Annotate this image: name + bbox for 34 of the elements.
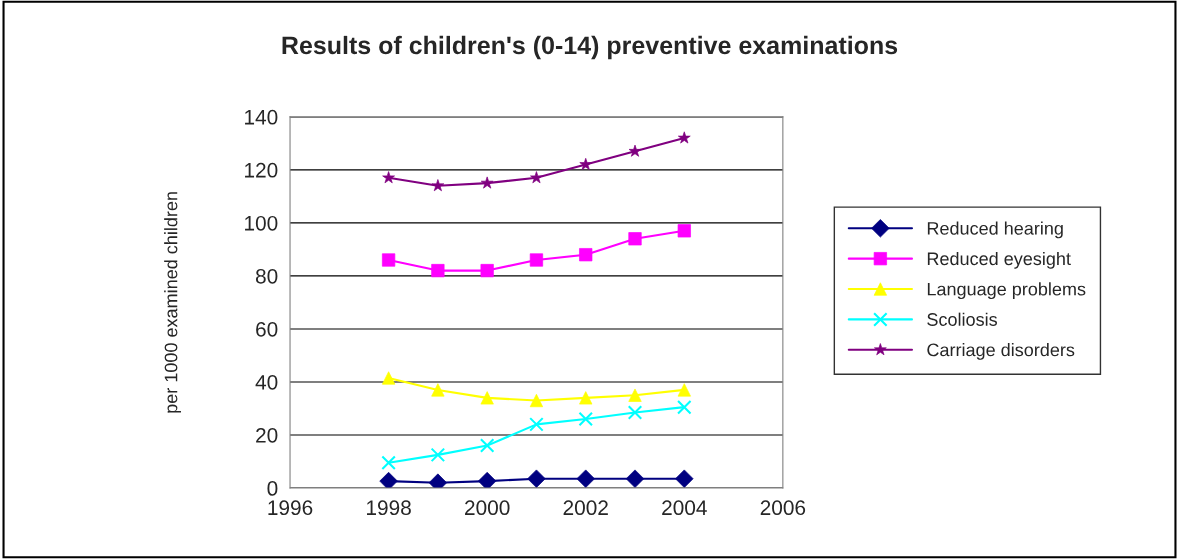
y-tick-label: 120 (245, 162, 278, 178)
point (382, 253, 396, 267)
y-tick-label: 20 (256, 427, 278, 443)
legend-label: Carriage disorders (927, 343, 1075, 360)
point (477, 471, 497, 489)
x-tick-label: 2006 (760, 500, 806, 516)
chart-title: Results of children's (0-14) preventive examinations (282, 35, 898, 60)
point (479, 438, 495, 453)
x-tick-label: 1998 (367, 500, 411, 516)
point (480, 264, 494, 278)
legend-label: Reduced hearing (927, 221, 1063, 239)
x-tick-label: 1996 (268, 500, 313, 516)
y-tick-label: 100 (245, 215, 278, 231)
x-tick-label: 2002 (563, 500, 608, 516)
legend-label: Language problems (927, 282, 1086, 300)
point (529, 417, 544, 432)
y-tick-label: 40 (255, 374, 278, 390)
point (381, 455, 396, 471)
point (379, 471, 398, 489)
point (428, 473, 448, 489)
x-tick-label: 2004 (662, 500, 707, 516)
point (430, 447, 446, 463)
y-tick-label: 80 (255, 268, 278, 284)
y-tick-label: 0 (267, 481, 278, 496)
x-tick-label: 2000 (465, 500, 510, 516)
y-tick-label: 140 (245, 109, 278, 125)
y-tick-label: 60 (256, 321, 278, 337)
point (529, 393, 544, 408)
legend-label: Reduced eyesight (927, 251, 1071, 269)
y-axis-title: per 1000 examined children (164, 192, 181, 413)
point (627, 405, 643, 420)
legend-label: Scoliosis (927, 312, 997, 326)
point (677, 399, 692, 415)
point (578, 411, 594, 427)
